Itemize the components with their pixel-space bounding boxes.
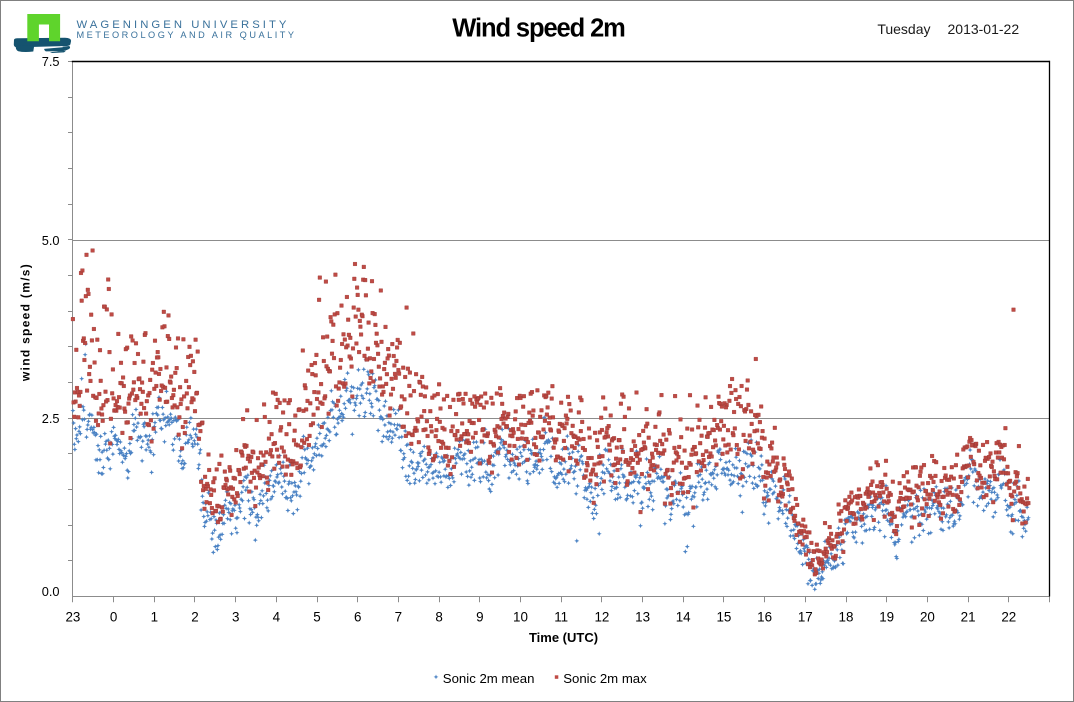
svg-text:Time (UTC): Time (UTC) xyxy=(529,630,598,645)
svg-text:0: 0 xyxy=(110,610,117,625)
svg-text:17: 17 xyxy=(798,610,813,625)
svg-text:9: 9 xyxy=(476,610,483,625)
svg-text:16: 16 xyxy=(757,610,772,625)
svg-text:15: 15 xyxy=(716,610,731,625)
svg-text:19: 19 xyxy=(879,610,894,625)
svg-text:3: 3 xyxy=(232,610,239,625)
svg-text:12: 12 xyxy=(594,610,609,625)
svg-text:0.0: 0.0 xyxy=(42,584,60,599)
svg-text:2: 2 xyxy=(191,610,198,625)
svg-text:8: 8 xyxy=(435,610,442,625)
svg-text:10: 10 xyxy=(513,610,528,625)
svg-text:22: 22 xyxy=(1001,610,1016,625)
svg-text:13: 13 xyxy=(635,610,650,625)
svg-text:1: 1 xyxy=(151,610,158,625)
svg-text:18: 18 xyxy=(839,610,854,625)
svg-text:METEOROLOGY AND AIR QUALITY: METEOROLOGY AND AIR QUALITY xyxy=(77,30,297,40)
svg-text:Sonic 2m mean: Sonic 2m mean xyxy=(443,671,535,686)
svg-text:21: 21 xyxy=(961,610,976,625)
svg-text:wind speed (m/s): wind speed (m/s) xyxy=(19,263,33,382)
svg-text:7.5: 7.5 xyxy=(42,54,60,69)
svg-text:5.0: 5.0 xyxy=(42,233,60,248)
svg-text:2013-01-22: 2013-01-22 xyxy=(948,21,1020,37)
svg-text:7: 7 xyxy=(395,610,402,625)
svg-text:6: 6 xyxy=(354,610,361,625)
svg-text:4: 4 xyxy=(273,610,281,625)
svg-text:11: 11 xyxy=(554,610,568,625)
svg-text:2.5: 2.5 xyxy=(42,411,60,426)
svg-text:20: 20 xyxy=(920,610,935,625)
svg-text:23: 23 xyxy=(65,610,80,625)
svg-text:Tuesday: Tuesday xyxy=(877,21,930,37)
svg-text:5: 5 xyxy=(313,610,320,625)
svg-text:WAGENINGEN UNIVERSITY: WAGENINGEN UNIVERSITY xyxy=(77,19,290,31)
svg-text:Sonic 2m max: Sonic 2m max xyxy=(563,671,647,686)
svg-text:Wind speed 2m: Wind speed 2m xyxy=(452,15,625,43)
svg-text:14: 14 xyxy=(676,610,691,625)
